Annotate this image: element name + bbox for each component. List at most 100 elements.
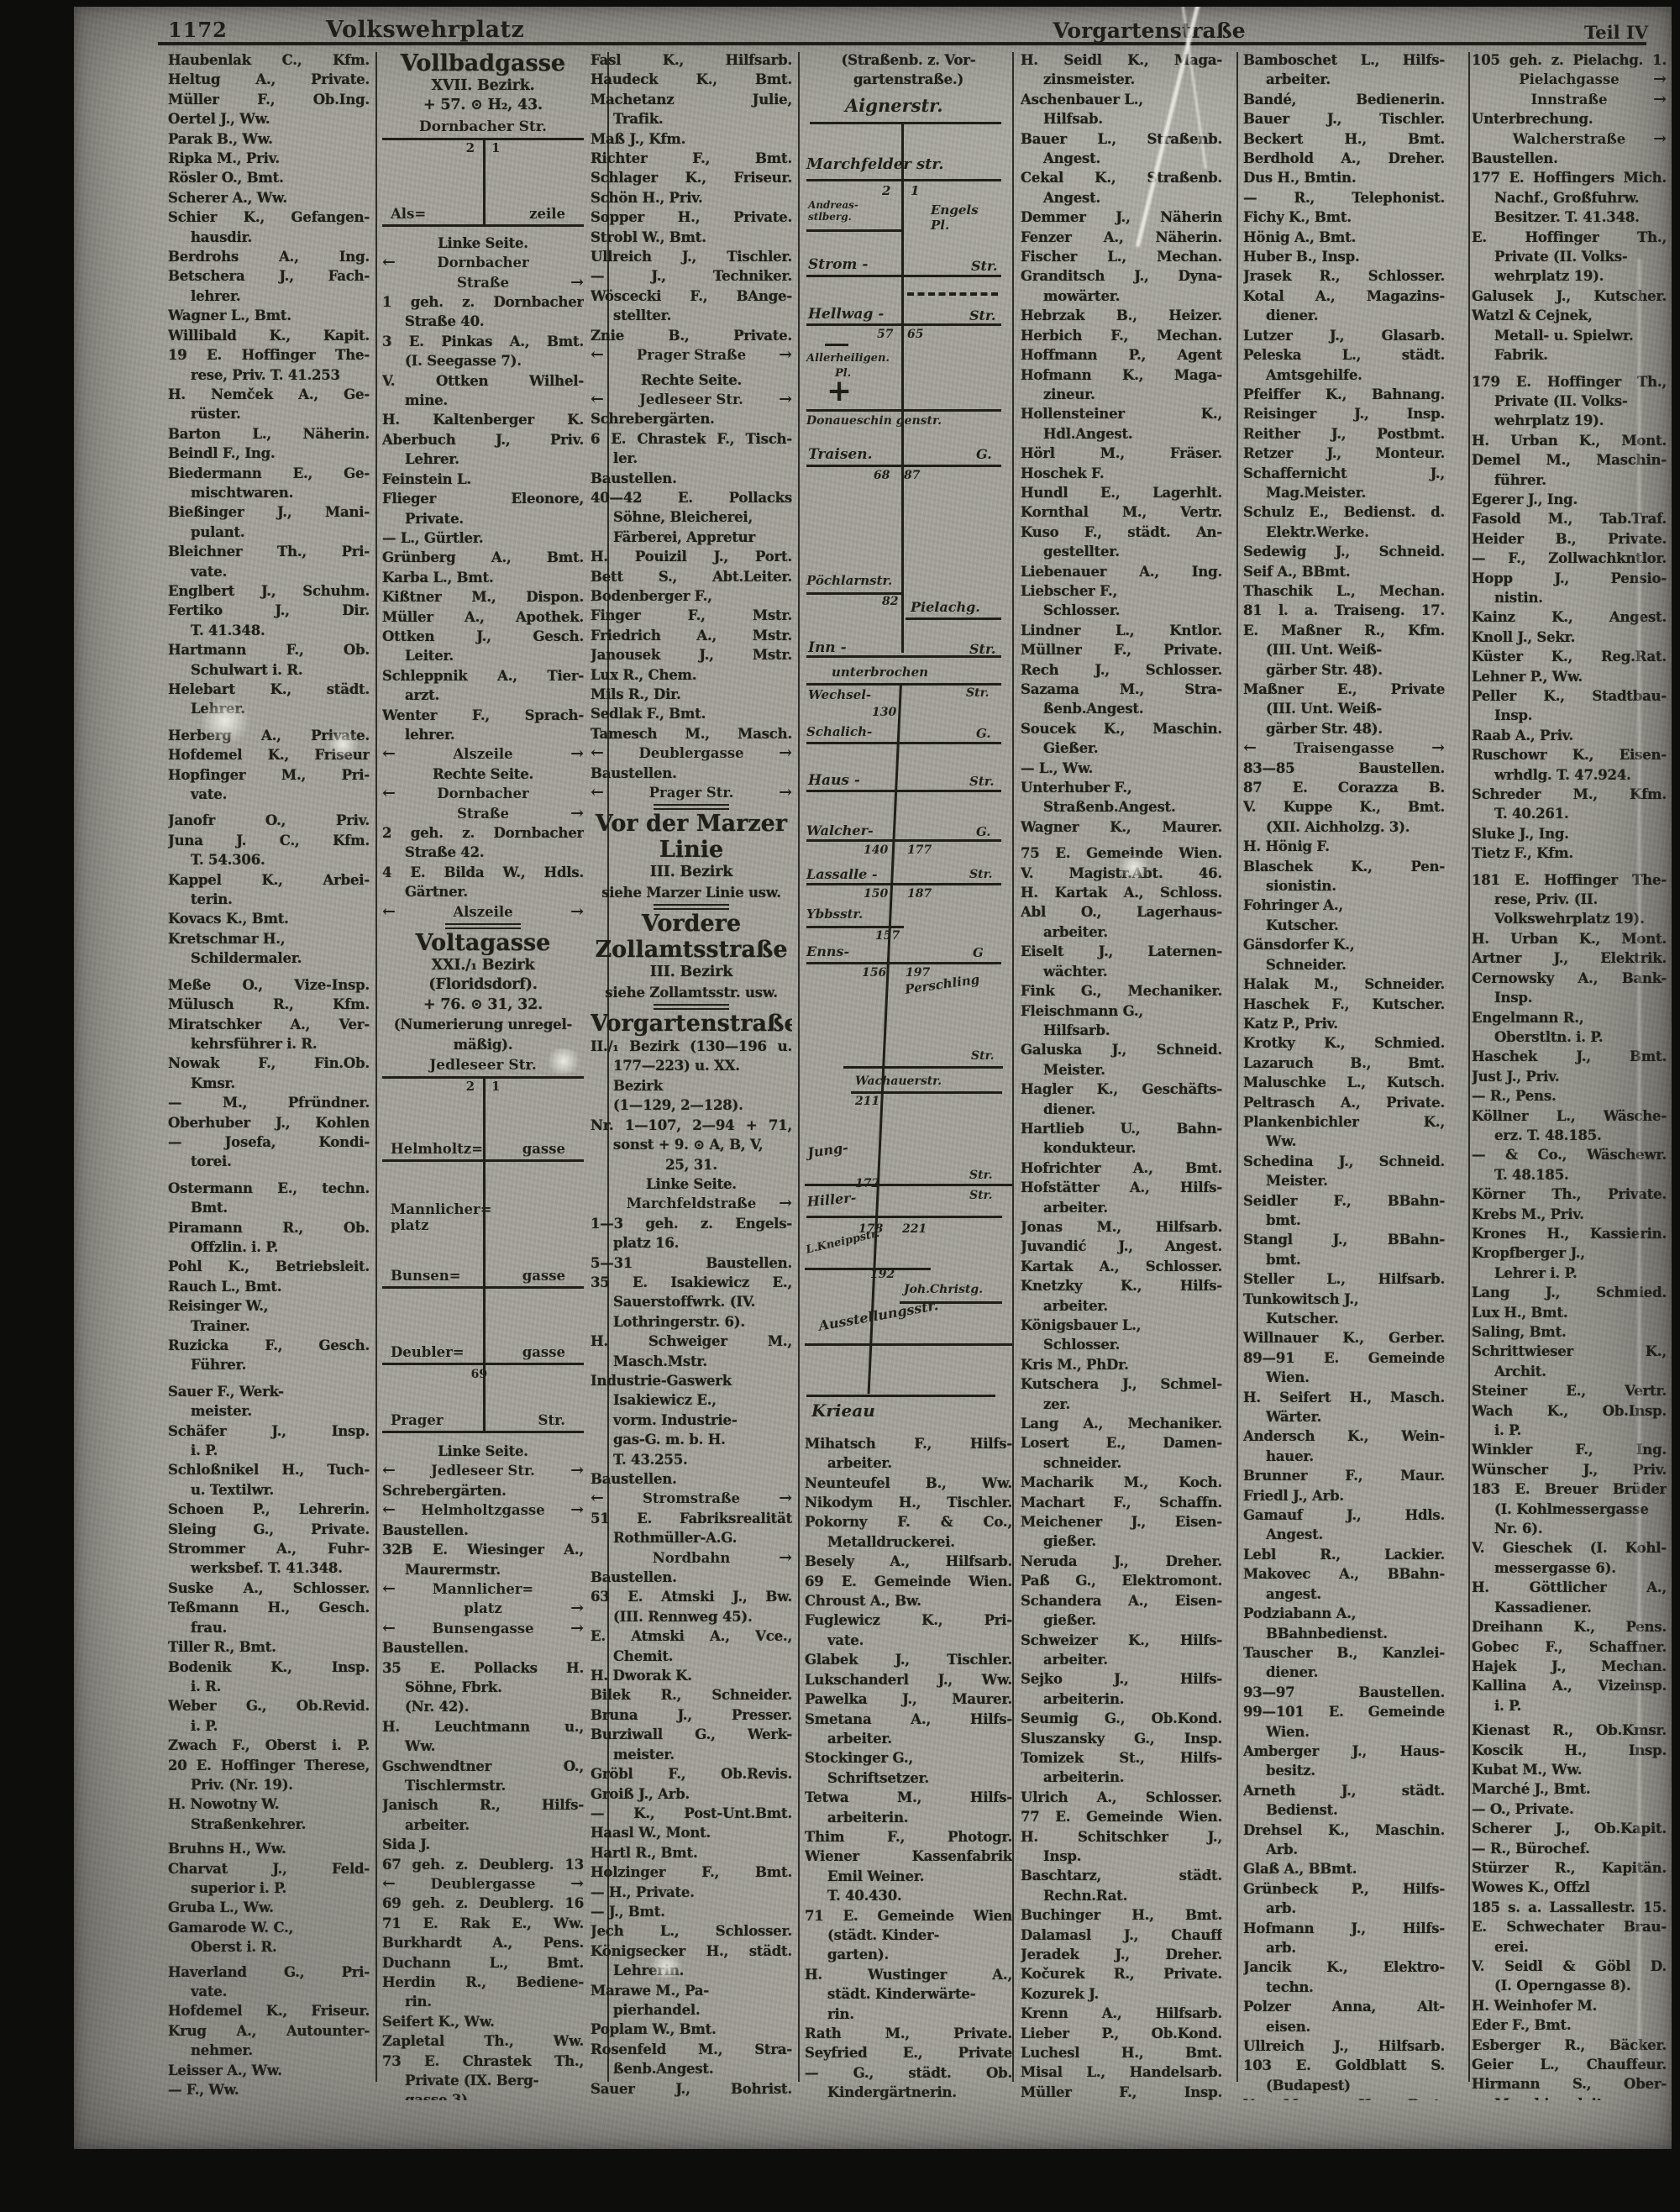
directory-line: Schlosser.	[1043, 602, 1121, 619]
directory-line: Schäfer J., Insp.	[168, 1422, 370, 1439]
directory-line: Gobec F., Schaffner.	[1472, 1638, 1667, 1655]
map-street-label: 57	[877, 327, 894, 341]
street-crossing-row: Pielachgasse →	[1472, 70, 1667, 89]
directory-line: Charvat J., Feld-	[168, 1860, 370, 1877]
directory-line: Thaschik L., Mechan.	[1243, 582, 1445, 599]
street-crossing-row: ← Alszeile →	[382, 744, 584, 764]
mini-map-street-label: Dornbacher Str.	[382, 116, 584, 140]
column-divider	[607, 52, 609, 2082]
directory-line: Insp.	[1494, 990, 1533, 1006]
directory-line: Kutscher.	[1266, 917, 1339, 933]
directory-line: Halak M., Schneider.	[1243, 976, 1445, 993]
map-street-label: Str.	[969, 640, 996, 657]
map-street-label: Str.	[971, 257, 998, 274]
directory-line: Kienast R., Ob.Kmsr.	[1472, 1722, 1667, 1739]
directory-line: Sida J.	[382, 1836, 431, 1853]
directory-line: — J., Bmt.	[591, 1903, 665, 1920]
directory-line: bmt.	[1266, 1251, 1301, 1268]
directory-line: Janofr O., Priv.	[168, 812, 370, 829]
directory-line: Sedlak F., Bmt.	[591, 706, 706, 722]
directory-line: Mülusch R., Kfm.	[168, 996, 370, 1013]
directory-line: Hopfinger M., Pri-	[168, 766, 370, 783]
directory-line: — H., Private.	[591, 1884, 695, 1900]
directory-line: 35 E. Pollacks H.	[382, 1659, 584, 1676]
directory-line: Leiter.	[405, 648, 454, 665]
directory-line: E. Schwechater Brau-	[1472, 1919, 1667, 1936]
directory-line: Bruna J., Presser.	[591, 1706, 792, 1723]
directory-line: Makovec A., BBahn-	[1243, 1566, 1445, 1583]
arrow-left-icon: ←	[382, 744, 396, 764]
street-name: Prager Str.	[648, 785, 734, 801]
directory-line: torei.	[191, 1153, 232, 1170]
map-street-label: Ausstellungsstr.	[817, 1296, 940, 1334]
map-street-label: 177	[907, 843, 932, 857]
street-name: Walcherstraße	[1512, 130, 1626, 147]
directory-line: Oberhuber J., Kohlen	[168, 1114, 370, 1131]
directory-line: (I. Operngasse 8).	[1494, 1978, 1631, 1994]
street-name: Nordbahn	[652, 1549, 731, 1566]
spacer	[168, 804, 370, 811]
map-street-label: Str.	[969, 773, 995, 789]
arrow-left-icon: ←	[382, 1618, 396, 1637]
page-number: 1172	[168, 18, 228, 42]
map-street-line	[806, 274, 1001, 277]
map-street-label: Walcher-	[806, 822, 874, 838]
directory-line: Tauscher B., Kanzlei-	[1243, 1644, 1445, 1661]
directory-line: Trafik.	[613, 111, 664, 128]
directory-line: Sauer F., Werk-	[168, 1383, 284, 1400]
map-street-label: 150	[864, 886, 889, 901]
arrow-right-icon: →	[1653, 70, 1667, 89]
directory-line: Lehrer.	[405, 451, 459, 468]
directory-line: Unterhuber F.,	[1021, 780, 1132, 796]
directory-line: Insp.	[1043, 1847, 1082, 1864]
directory-line: Hörl M., Fräser.	[1021, 445, 1222, 462]
directory-line: Linke Seite.	[438, 234, 528, 251]
map-street-line	[805, 1183, 1012, 1186]
arrow-left-icon: ←	[591, 345, 604, 365]
directory-line: + 57. ⊙ H₂, 43.	[423, 97, 543, 114]
directory-line: H. Kaltenberger K.	[382, 412, 584, 428]
map-street-label: Inn -	[808, 638, 847, 656]
directory-line: Eder F., Bmt.	[1472, 2017, 1572, 2034]
map-street-label: 2	[882, 182, 891, 198]
directory-line: Jonas M., Hilfsarb.	[1021, 1218, 1222, 1235]
directory-line: Rechte Seite.	[640, 371, 743, 388]
directory-line: Retzer J., Monteur.	[1243, 445, 1445, 462]
map-street-label: Str.	[969, 867, 993, 881]
directory-line: Kißtner M., Dispon.	[382, 589, 584, 606]
directory-line: Fabrik.	[1494, 347, 1548, 364]
directory-line: (III. Unt. Weiß-	[1266, 642, 1383, 659]
directory-line: wehrplatz 19).	[1494, 268, 1604, 285]
map-street-label: Pöchlarnstr.	[806, 572, 893, 588]
directory-line: Machetanz Julie,	[591, 91, 792, 108]
mini-map-label-left: Als=	[391, 205, 427, 222]
directory-line: Kassadiener.	[1494, 1599, 1592, 1616]
running-head-right: Vorgartenstraße	[1053, 18, 1246, 43]
directory-line: H. Nemček A., Ge-	[168, 386, 370, 402]
directory-line: hausdir.	[191, 229, 253, 245]
map-street-label: 82	[882, 594, 899, 608]
directory-line: Ullreich J., Hilfsarb.	[1243, 2038, 1445, 2055]
directory-line: frau.	[191, 1619, 228, 1636]
arrow-right-icon: →	[1653, 89, 1667, 108]
directory-line: schneider.	[1043, 1454, 1122, 1471]
directory-line: Private.	[405, 510, 464, 527]
street-crossing-row: ← Dornbacher	[382, 253, 584, 272]
arrow-right-icon: →	[570, 803, 584, 822]
arrow-right-icon: →	[779, 1489, 792, 1508]
directory-line: Bilek R., Schneider.	[591, 1687, 792, 1704]
mini-map-label-left: Deubler=	[391, 1344, 465, 1361]
directory-line: 99—101 E. Gemeinde	[1243, 1704, 1445, 1721]
directory-line: Baustellen.	[591, 1569, 677, 1586]
directory-line: kondukteur.	[1043, 1140, 1137, 1157]
directory-line: Willnauer K., Gerber.	[1243, 1330, 1445, 1347]
directory-line: Linke Seite.	[438, 1443, 528, 1460]
directory-line: Lang J., Schmied.	[1472, 1285, 1667, 1301]
directory-line: Gärtner.	[405, 884, 468, 901]
street-crossing-row: Straße →	[382, 273, 584, 292]
directory-line: 69 E. Gemeinde Wien.	[805, 1573, 1012, 1589]
directory-line: Weber G., Ob.Revid.	[168, 1698, 370, 1715]
directory-line: Scherer J., Ob.Kapit.	[1472, 1821, 1667, 1837]
directory-line: Wünscher J., Priv.	[1472, 1461, 1667, 1478]
